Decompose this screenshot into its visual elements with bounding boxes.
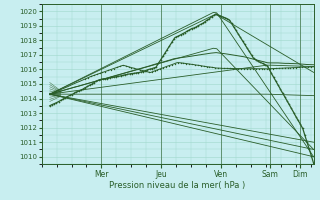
X-axis label: Pression niveau de la mer( hPa ): Pression niveau de la mer( hPa ) xyxy=(109,181,246,190)
